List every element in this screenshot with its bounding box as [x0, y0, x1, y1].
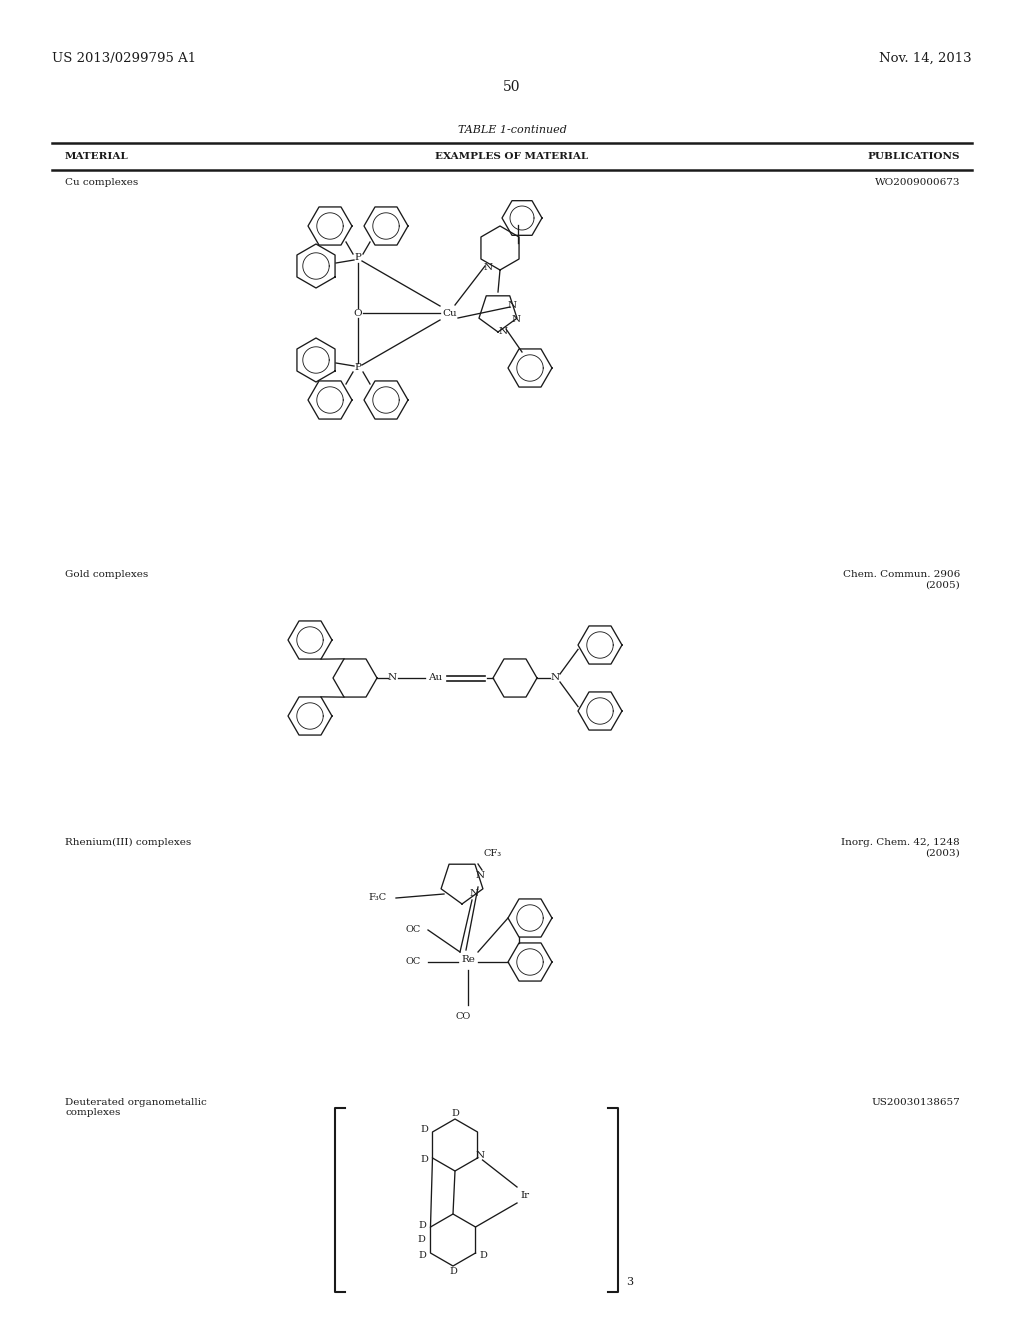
Text: US20030138657: US20030138657 — [871, 1098, 961, 1107]
Text: N: N — [499, 326, 508, 335]
Text: Au: Au — [428, 673, 442, 682]
Text: N: N — [387, 673, 396, 682]
Text: 50: 50 — [503, 81, 521, 94]
Text: F₃C: F₃C — [368, 894, 386, 903]
Text: Cu complexes: Cu complexes — [65, 178, 138, 187]
Text: N: N — [508, 301, 516, 309]
Text: MATERIAL: MATERIAL — [65, 152, 129, 161]
Text: N: N — [475, 870, 484, 879]
Text: TABLE 1-continued: TABLE 1-continued — [458, 125, 566, 135]
Text: EXAMPLES OF MATERIAL: EXAMPLES OF MATERIAL — [435, 152, 589, 161]
Text: P: P — [354, 253, 361, 263]
Text: Cu: Cu — [442, 309, 458, 318]
Text: P: P — [354, 363, 361, 372]
Text: PUBLICATIONS: PUBLICATIONS — [867, 152, 961, 161]
Text: CF₃: CF₃ — [484, 850, 502, 858]
Text: D: D — [479, 1250, 487, 1259]
Text: Deuterated organometallic
complexes: Deuterated organometallic complexes — [65, 1098, 207, 1118]
Text: N: N — [551, 673, 559, 682]
Text: D: D — [450, 1267, 457, 1276]
Text: D: D — [421, 1155, 428, 1164]
Text: Rhenium(III) complexes: Rhenium(III) complexes — [65, 838, 191, 847]
Text: O: O — [353, 309, 362, 318]
Text: N: N — [476, 1151, 485, 1159]
Text: Inorg. Chem. 42, 1248
(2003): Inorg. Chem. 42, 1248 (2003) — [842, 838, 961, 858]
Text: OC: OC — [406, 925, 421, 935]
Text: OC: OC — [406, 957, 421, 966]
Text: WO2009000673: WO2009000673 — [874, 178, 961, 187]
Text: N: N — [511, 314, 520, 323]
Text: Chem. Commun. 2906
(2005): Chem. Commun. 2906 (2005) — [843, 570, 961, 590]
Text: Re: Re — [461, 956, 475, 965]
Text: N: N — [469, 890, 478, 899]
Text: CO: CO — [456, 1012, 471, 1020]
Text: D: D — [417, 1236, 425, 1245]
Text: US 2013/0299795 A1: US 2013/0299795 A1 — [52, 51, 197, 65]
Text: 3: 3 — [626, 1276, 633, 1287]
Text: Nov. 14, 2013: Nov. 14, 2013 — [880, 51, 972, 65]
Text: D: D — [419, 1250, 426, 1259]
Text: D: D — [451, 1109, 459, 1118]
Text: Ir: Ir — [520, 1191, 529, 1200]
Text: D: D — [419, 1221, 426, 1229]
Text: N: N — [483, 264, 493, 272]
Text: D: D — [421, 1126, 428, 1134]
Text: Gold complexes: Gold complexes — [65, 570, 148, 579]
